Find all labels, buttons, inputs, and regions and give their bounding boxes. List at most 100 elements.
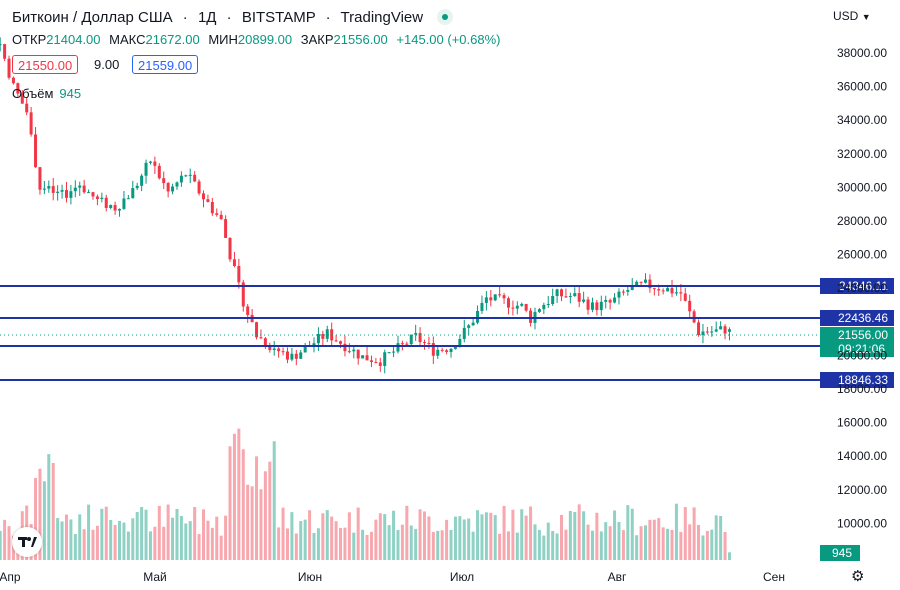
candle xyxy=(409,334,413,345)
candle xyxy=(621,291,625,293)
candle xyxy=(95,196,99,199)
volume-bar xyxy=(171,517,175,560)
candle xyxy=(246,306,250,315)
chevron-down-icon: ▼ xyxy=(861,12,871,22)
volume-bar xyxy=(219,535,223,560)
volume-bar xyxy=(312,532,316,560)
volume-bar xyxy=(347,512,351,560)
volume-bar xyxy=(268,461,272,560)
candle xyxy=(263,338,267,347)
volume-bar xyxy=(688,524,692,560)
candle xyxy=(259,337,263,339)
candle xyxy=(64,190,68,198)
interval-label[interactable]: 1Д xyxy=(197,9,217,26)
volume-bar xyxy=(38,468,42,560)
volume-bar xyxy=(383,514,387,560)
volume-bar xyxy=(60,521,64,560)
volume-bar xyxy=(613,510,617,560)
candle xyxy=(16,83,20,94)
candle xyxy=(162,178,166,184)
candle xyxy=(224,219,228,238)
candle xyxy=(608,299,612,303)
candle xyxy=(109,205,113,208)
line-price-badge xyxy=(820,278,894,294)
volume-bar xyxy=(590,530,594,560)
line-price-badge xyxy=(820,310,894,326)
close-label: ЗАКР xyxy=(300,32,334,47)
volume-bar xyxy=(104,506,108,560)
volume-bar xyxy=(255,456,259,560)
candle xyxy=(290,353,294,360)
candle xyxy=(467,325,471,328)
volume-bar xyxy=(162,526,166,560)
volume-bar xyxy=(188,521,192,560)
candle xyxy=(670,288,674,294)
candle xyxy=(303,345,307,353)
candle xyxy=(118,208,122,211)
volume-bar xyxy=(498,533,502,560)
volume-badge-label: 945 xyxy=(832,546,852,560)
candle xyxy=(330,329,334,341)
candle xyxy=(568,296,572,298)
symbol-title[interactable]: Биткоин / Доллар США xyxy=(12,9,173,26)
candle xyxy=(268,346,272,351)
volume-bar xyxy=(727,552,731,560)
candle xyxy=(122,198,126,209)
volume-series xyxy=(0,428,731,560)
candle xyxy=(140,175,144,186)
candle xyxy=(723,326,727,334)
candle xyxy=(383,352,387,366)
candle xyxy=(697,322,701,336)
candle xyxy=(719,326,723,330)
volume-bar xyxy=(573,511,577,560)
spread-value: 9.00 xyxy=(94,57,120,72)
candle xyxy=(498,294,502,296)
sell-button[interactable]: 21550.00 xyxy=(12,55,79,74)
candle xyxy=(564,296,568,298)
volume-bar xyxy=(551,530,555,560)
volume-bar xyxy=(387,525,391,560)
volume-bar xyxy=(396,530,400,560)
volume-bar xyxy=(714,515,718,560)
candle xyxy=(511,307,515,309)
y-tick-label: 32000.00 xyxy=(837,147,887,161)
volume-bar xyxy=(210,527,214,560)
candle xyxy=(661,290,665,292)
candle xyxy=(652,288,656,290)
currency-selector[interactable]: USD ▼ xyxy=(833,9,871,23)
volume-bar xyxy=(683,507,687,560)
volume-bar xyxy=(334,521,338,560)
gear-icon[interactable]: ⚙ xyxy=(851,568,865,585)
volume-bar xyxy=(502,505,506,560)
volume-legend: Объём 945 xyxy=(12,86,81,101)
volume-bar xyxy=(723,531,727,560)
line-price-badge xyxy=(820,372,894,388)
volume-bar xyxy=(263,471,267,560)
buy-button[interactable]: 21559.00 xyxy=(132,55,199,74)
volume-label: Объём xyxy=(12,86,54,101)
volume-bar xyxy=(648,519,652,560)
candle xyxy=(639,281,643,283)
candle xyxy=(193,174,197,182)
volume-bar xyxy=(246,484,250,560)
volume-bar xyxy=(586,524,590,560)
volume-bar xyxy=(250,486,254,560)
candle xyxy=(277,348,281,352)
volume-bar xyxy=(140,506,144,560)
candle xyxy=(241,282,245,307)
volume-bar xyxy=(604,522,608,560)
volume-bar xyxy=(595,512,599,560)
candle xyxy=(515,305,519,309)
volume-bar xyxy=(630,508,634,560)
candle xyxy=(51,186,55,193)
tradingview-logo-icon[interactable] xyxy=(12,527,42,557)
volume-bar xyxy=(148,531,152,560)
volume-bar xyxy=(228,446,232,560)
volume-bar xyxy=(644,525,647,560)
y-tick-label: 18000.00 xyxy=(837,382,887,396)
candle xyxy=(551,296,555,305)
y-tick-label: 14000.00 xyxy=(837,449,887,463)
volume-bar xyxy=(356,507,360,560)
volume-bar xyxy=(506,531,510,560)
